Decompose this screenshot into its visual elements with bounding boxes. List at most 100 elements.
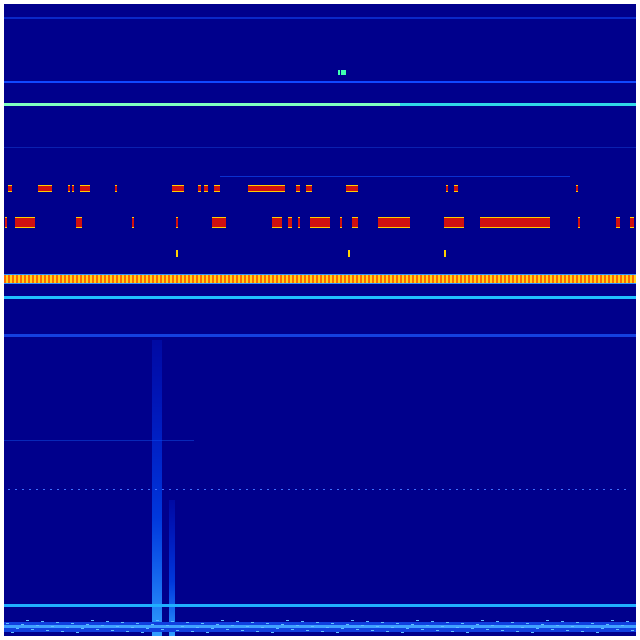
noise [126, 631, 129, 632]
noise [106, 621, 109, 622]
dot [211, 489, 213, 490]
burst [446, 186, 448, 191]
line [220, 176, 570, 177]
noise [346, 624, 349, 625]
noise [191, 631, 194, 632]
tick [444, 250, 446, 257]
noise [246, 626, 249, 627]
dot [337, 489, 339, 490]
noise [616, 629, 619, 630]
noise [331, 623, 334, 624]
dot [232, 489, 234, 490]
noise [51, 626, 54, 627]
dot [57, 489, 59, 490]
noise [336, 632, 339, 633]
noise [306, 630, 309, 631]
burst [296, 186, 300, 191]
noise [486, 629, 489, 630]
background [4, 4, 636, 636]
burst [172, 186, 184, 191]
dot [120, 489, 122, 490]
dot [561, 489, 563, 490]
dot [610, 489, 612, 490]
burst [198, 186, 201, 191]
burst [480, 218, 550, 227]
dot [512, 489, 514, 490]
tick [348, 250, 350, 257]
noise [61, 631, 64, 632]
tick [176, 250, 178, 257]
dot [575, 489, 577, 490]
dot [477, 489, 479, 490]
dot [365, 489, 367, 490]
noise [201, 623, 204, 624]
burst [576, 186, 578, 191]
noise [21, 624, 24, 625]
dot [169, 489, 171, 490]
noise [541, 624, 544, 625]
noise [466, 632, 469, 633]
noise [356, 629, 359, 630]
burst [310, 218, 330, 227]
burst [272, 218, 282, 227]
noise [566, 630, 569, 631]
noise [116, 626, 119, 627]
noise [531, 632, 534, 633]
noise [491, 625, 494, 626]
dot [428, 489, 430, 490]
dot [323, 489, 325, 490]
noise [476, 624, 479, 625]
dot [414, 489, 416, 490]
band [4, 275, 636, 283]
dot [162, 489, 164, 490]
dot [218, 489, 220, 490]
streak [169, 500, 175, 636]
dot [78, 489, 80, 490]
dot [400, 489, 402, 490]
noise [261, 627, 264, 628]
noise [506, 626, 509, 627]
dot [316, 489, 318, 490]
dot [554, 489, 556, 490]
dot [484, 489, 486, 490]
noise [46, 630, 49, 631]
noise [621, 625, 624, 626]
burst [72, 186, 74, 191]
noise [16, 628, 19, 629]
dot [204, 489, 206, 490]
dot [183, 489, 185, 490]
dot [141, 489, 143, 490]
noise [366, 621, 369, 622]
dot [22, 489, 24, 490]
noise [11, 632, 14, 633]
dot [43, 489, 45, 490]
dot [379, 489, 381, 490]
burst [578, 218, 580, 227]
dot [344, 489, 346, 490]
noise-band [4, 625, 636, 628]
noise [66, 627, 69, 628]
dot [505, 489, 507, 490]
noise [391, 627, 394, 628]
noise [271, 632, 274, 633]
dot [36, 489, 38, 490]
noise [86, 624, 89, 625]
noise [211, 628, 214, 629]
noise [551, 629, 554, 630]
dot [99, 489, 101, 490]
noise [451, 631, 454, 632]
dot [148, 489, 150, 490]
burst [616, 218, 620, 227]
noise [206, 632, 209, 633]
dot [127, 489, 129, 490]
dot [435, 489, 437, 490]
dot [71, 489, 73, 490]
burst [248, 186, 285, 191]
noise [131, 627, 134, 628]
noise [281, 624, 284, 625]
dot [29, 489, 31, 490]
dot [547, 489, 549, 490]
dot [463, 489, 465, 490]
dot [281, 489, 283, 490]
